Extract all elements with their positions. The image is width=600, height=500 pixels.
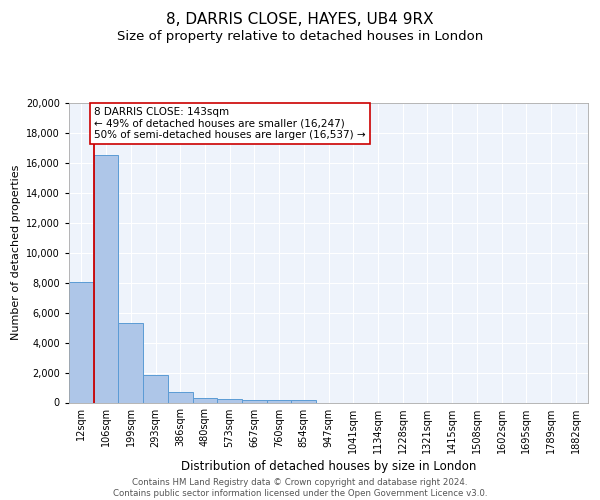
Bar: [143, 375, 168, 402]
Text: 8 DARRIS CLOSE: 143sqm
← 49% of detached houses are smaller (16,247)
50% of semi: 8 DARRIS CLOSE: 143sqm ← 49% of detached…: [94, 107, 366, 140]
Text: 8, DARRIS CLOSE, HAYES, UB4 9RX: 8, DARRIS CLOSE, HAYES, UB4 9RX: [166, 12, 434, 28]
Bar: [242, 400, 267, 402]
Bar: [94, 155, 118, 402]
Y-axis label: Number of detached properties: Number of detached properties: [11, 165, 20, 340]
Bar: [118, 323, 143, 402]
Bar: [292, 400, 316, 402]
X-axis label: Distribution of detached houses by size in London: Distribution of detached houses by size …: [181, 460, 476, 473]
Text: Contains HM Land Registry data © Crown copyright and database right 2024.
Contai: Contains HM Land Registry data © Crown c…: [113, 478, 487, 498]
Bar: [69, 282, 94, 403]
Bar: [168, 392, 193, 402]
Bar: [193, 398, 217, 402]
Bar: [217, 400, 242, 402]
Bar: [267, 400, 292, 402]
Text: Size of property relative to detached houses in London: Size of property relative to detached ho…: [117, 30, 483, 43]
